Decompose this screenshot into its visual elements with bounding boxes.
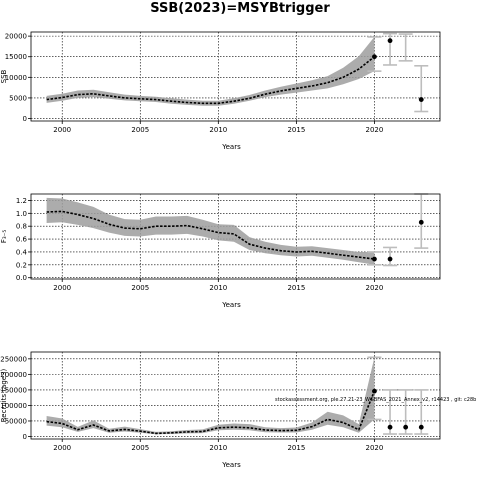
source-annotation: stockassessment.org, ple.27.21-23_WGBFAS… — [275, 397, 476, 403]
x-tick-label: 2020 — [366, 126, 384, 134]
confidence-band — [46, 197, 375, 265]
y-tick-label: 20000 — [5, 33, 27, 41]
y-tick-label: 0 — [23, 433, 27, 441]
y-axis-label: F₃₋₅ — [0, 230, 8, 244]
x-tick-label: 2015 — [287, 444, 305, 452]
estimate-line — [46, 390, 376, 435]
y-tick-label: 15000 — [5, 53, 27, 61]
data-point-2020 — [372, 388, 377, 394]
x-tick-label: 2005 — [131, 284, 149, 292]
y-tick-label: 10000 — [5, 74, 27, 82]
forecast-point-2023 — [418, 424, 424, 430]
y-tick-label: 1.0 — [16, 210, 27, 218]
x-tick-label: 2020 — [366, 284, 384, 292]
forecast-point-2022 — [403, 424, 409, 430]
y-axis-label: SSB — [0, 69, 8, 83]
y-tick-label: 200000 — [0, 371, 27, 379]
figure-title: SSB(2023)=MSYBtrigger — [150, 1, 330, 16]
x-tick-label: 2010 — [209, 284, 227, 292]
y-tick-label: 0.6 — [16, 236, 28, 244]
x-tick-label: 2005 — [131, 126, 149, 134]
confidence-band — [46, 36, 375, 106]
estimate-line — [46, 210, 375, 260]
plot-frame — [30, 351, 441, 440]
y-tick-label: 0.4 — [16, 248, 28, 256]
forecast-point-2021 — [387, 256, 393, 262]
plot-frame — [30, 31, 441, 122]
x-axis-label: Years — [221, 301, 241, 309]
y-tick-label: 250000 — [0, 355, 27, 363]
x-tick-label: 2020 — [366, 444, 384, 452]
x-tick-label: 2015 — [287, 126, 305, 134]
y-tick-label: 5000 — [9, 94, 27, 102]
y-tick-label: 50000 — [5, 417, 27, 425]
estimate-line — [46, 56, 375, 105]
x-axis-label: Years — [221, 461, 241, 469]
plot-frame — [30, 193, 441, 280]
x-tick-label: 2000 — [53, 126, 71, 134]
y-tick-label: 150000 — [0, 386, 27, 394]
chart-panel-2: 2000 2005 2010 2015 2020 0.0 0.2 0.4 0.6 0.8 1.0 1.… — [0, 193, 441, 309]
data-point-2020 — [372, 54, 377, 60]
chart-panel-3: 2000 2005 2010 2015 2020 0 50000 100000 150000 20… — [0, 351, 441, 469]
y-tick-label: 0.2 — [16, 261, 27, 269]
forecast-point-2021 — [387, 424, 393, 430]
y-tick-label: 1.2 — [16, 197, 27, 205]
y-axis-label: Recruits (age3) — [0, 368, 8, 422]
confidence-band — [46, 357, 375, 435]
y-tick-label: 0 — [23, 115, 27, 123]
x-tick-label: 2000 — [53, 444, 71, 452]
data-point-2020 — [372, 256, 377, 262]
y-tick-label: 0.0 — [16, 274, 27, 282]
x-tick-label: 2005 — [131, 444, 149, 452]
x-tick-label: 2010 — [209, 444, 227, 452]
y-tick-label: 100000 — [0, 402, 27, 410]
forecast-point-2021 — [387, 38, 393, 44]
y-tick-label: 0.8 — [16, 223, 27, 231]
x-axis-label: Years — [221, 143, 241, 151]
x-tick-label: 2010 — [209, 126, 227, 134]
x-tick-label: 2015 — [287, 284, 305, 292]
forecast-point-2023 — [418, 219, 424, 225]
chart-panel-1: 2000 2005 2010 2015 2020 0 5000 10000 15000 20000… — [0, 31, 441, 151]
x-tick-label: 2000 — [53, 284, 71, 292]
forecast-point-2023 — [418, 97, 424, 102]
